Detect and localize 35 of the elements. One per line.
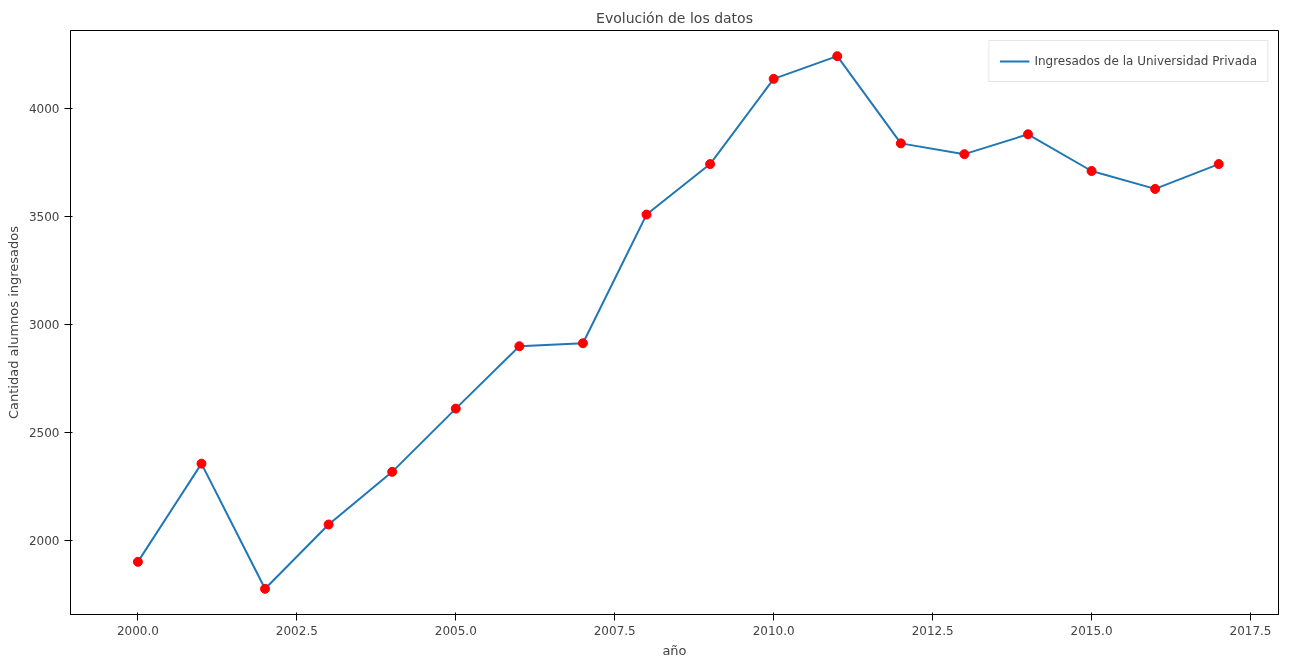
point (959, 149, 970, 160)
x-tick-label: 2012.5 (911, 623, 954, 638)
point (1023, 129, 1033, 140)
legend-label: Ingresados de la Universidad Privada (1034, 54, 1257, 68)
point (832, 51, 843, 62)
point (132, 556, 143, 567)
point (641, 209, 652, 220)
y-tick-label: 2500 (28, 425, 60, 440)
x-tick-label: 2000.0 (116, 623, 159, 638)
point (1086, 166, 1097, 176)
point (260, 583, 271, 594)
x-tick-label: 2017.5 (1229, 623, 1272, 638)
point (1213, 159, 1224, 170)
x-tick-label: 2005.0 (434, 623, 477, 638)
y-tick-label: 4000 (28, 102, 60, 117)
point (1150, 183, 1161, 194)
y-tick-label: 3500 (28, 210, 60, 225)
x-tick-label: 2015.0 (1070, 623, 1113, 638)
x-tick-label: 2002.5 (275, 623, 318, 638)
point (895, 138, 906, 149)
chart-title: Evolución de los datos (596, 9, 753, 26)
point (450, 403, 461, 414)
point (323, 519, 334, 530)
point (768, 73, 779, 84)
x-axis-title: año (662, 642, 687, 658)
y-tick-label: 2000 (28, 533, 60, 548)
x-tick-label: 2007.5 (593, 623, 636, 638)
x-tick-label: 2010.0 (752, 623, 795, 638)
point (196, 458, 207, 469)
point (514, 341, 525, 352)
y-axis-title: Cantidad alumnos ingresados (5, 225, 21, 420)
y-tick-label: 3000 (28, 317, 60, 332)
point (387, 466, 398, 477)
point (577, 338, 588, 349)
point (705, 159, 716, 170)
